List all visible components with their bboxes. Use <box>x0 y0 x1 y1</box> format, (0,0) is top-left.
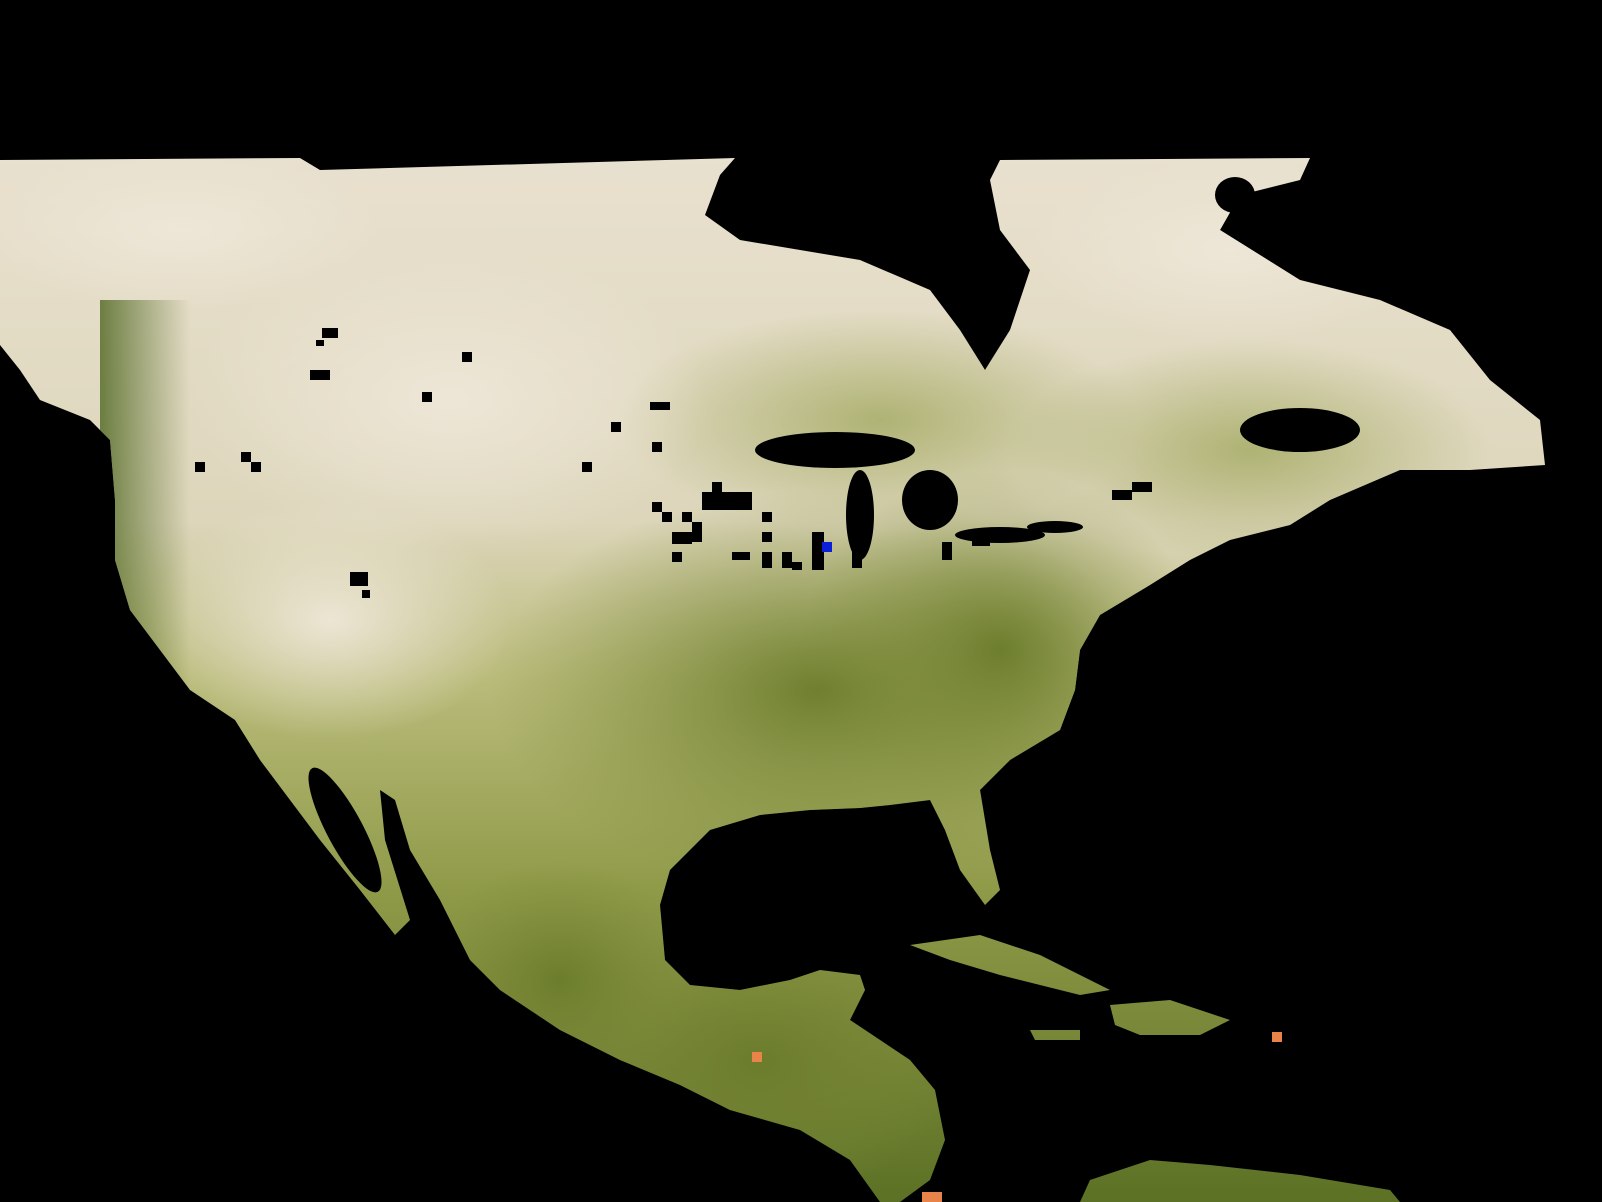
highlighted-cells-orange <box>752 1032 1282 1202</box>
no-data-cell <box>1112 490 1132 500</box>
no-data-cell <box>652 442 662 452</box>
no-data-cell <box>732 552 750 560</box>
no-data-cell <box>942 542 952 560</box>
no-data-cell <box>350 572 368 586</box>
no-data-cell <box>682 512 692 522</box>
no-data-cell <box>1132 482 1152 492</box>
no-data-cell <box>195 462 205 472</box>
no-data-cell <box>362 590 370 598</box>
water-bodies <box>308 177 1360 893</box>
lake-superior <box>755 432 915 468</box>
no-data-cell <box>762 552 772 568</box>
no-data-cell <box>422 392 432 402</box>
no-data-cell <box>322 328 338 338</box>
no-data-cell <box>662 512 672 522</box>
land-layer <box>0 158 1545 1202</box>
no-data-cell <box>582 462 592 472</box>
gulf-st-lawrence <box>1240 408 1360 452</box>
no-data-cell <box>650 402 670 410</box>
lake-huron <box>902 470 958 530</box>
no-data-cell <box>241 452 251 462</box>
no-data-cell <box>702 492 752 510</box>
foxe-basin <box>1215 177 1255 213</box>
no-data-cell <box>251 462 261 472</box>
no-data-cell <box>852 552 862 568</box>
gulf-of-california <box>308 767 382 893</box>
no-data-cell <box>310 370 330 380</box>
highlight-cell-orange <box>922 1192 942 1202</box>
no-data-cell <box>762 512 772 522</box>
no-data-cell <box>672 532 692 544</box>
no-data-cell <box>972 532 990 546</box>
no-data-cell <box>712 482 722 492</box>
highlight-cell-orange <box>1272 1032 1282 1042</box>
highlight-cell-blue <box>822 542 832 552</box>
no-data-cell <box>462 352 472 362</box>
lake-michigan <box>846 470 874 560</box>
highlighted-cells-blue <box>822 542 832 552</box>
lake-ontario <box>1027 521 1083 533</box>
no-data-cell <box>672 552 682 562</box>
no-data-cell <box>652 502 662 512</box>
no-data-cell <box>792 562 802 570</box>
no-data-cell <box>762 532 772 542</box>
highlight-cell-orange <box>752 1052 762 1062</box>
no-data-cell <box>782 552 792 568</box>
no-data-cells <box>195 328 1152 598</box>
no-data-cell <box>812 532 824 570</box>
no-data-cell <box>692 522 702 542</box>
no-data-cell <box>611 422 621 432</box>
no-data-cell <box>316 340 324 346</box>
